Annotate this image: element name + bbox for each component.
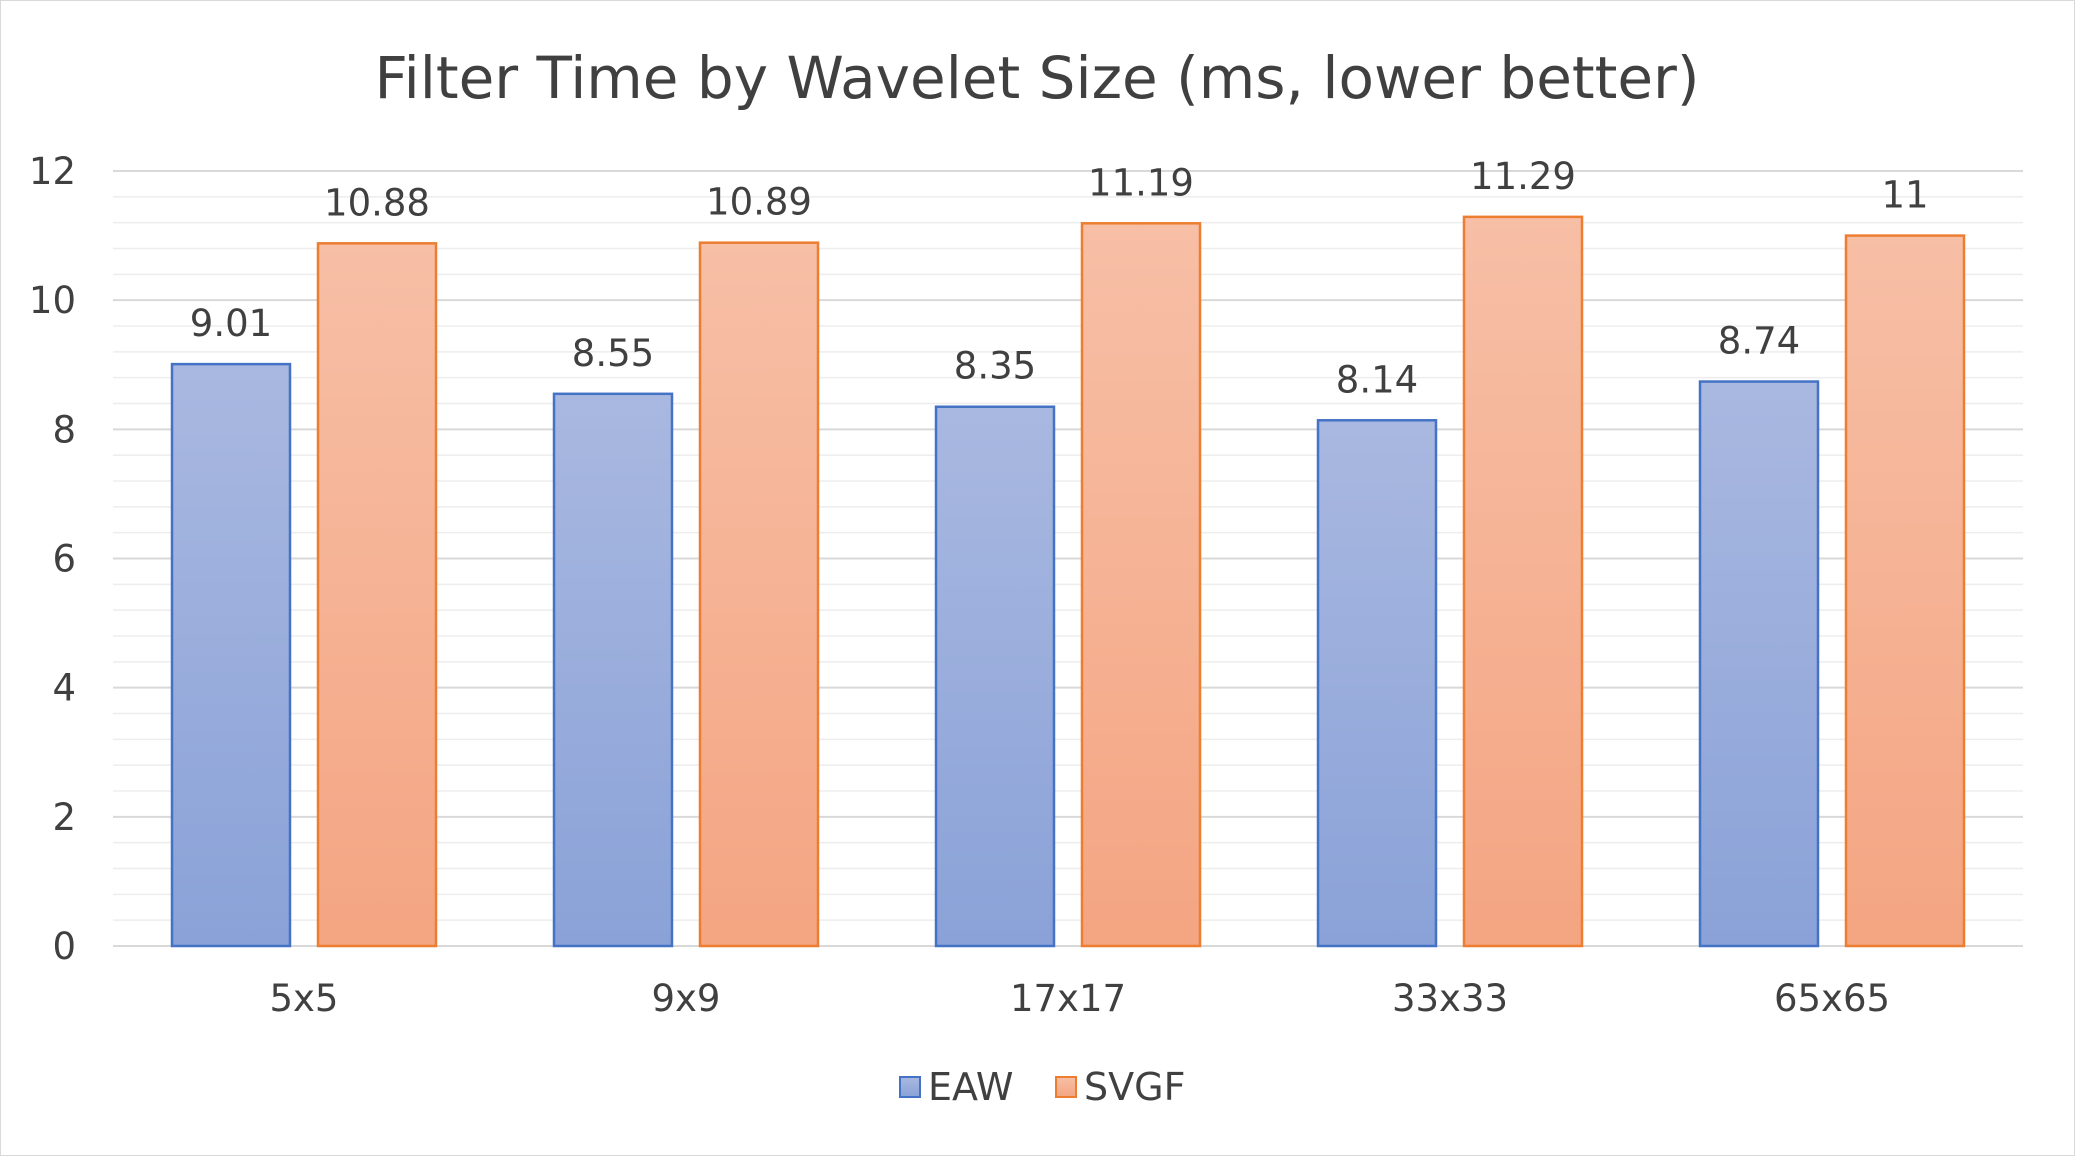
bar-eaw-9x9 <box>552 392 674 948</box>
y-tick-label: 6 <box>52 538 76 581</box>
data-label-eaw-33x33: 8.14 <box>1336 358 1418 401</box>
y-tick-label: 4 <box>52 667 76 710</box>
legend-label-eaw: EAW <box>928 1065 1014 1109</box>
data-label-svgf-33x33: 11.29 <box>1470 155 1576 198</box>
bar-svgf-33x33 <box>1462 215 1584 948</box>
bar-svgf-17x17 <box>1080 222 1202 948</box>
bar-eaw-33x33 <box>1316 419 1438 948</box>
bar-svgf-9x9 <box>698 241 820 948</box>
chart-title: Filter Time by Wavelet Size (ms, lower b… <box>374 44 1699 112</box>
x-axis-ticks: 5x5 9x9 17x17 33x33 65x65 <box>270 977 1891 1020</box>
y-tick-label: 10 <box>29 279 76 322</box>
bars <box>170 215 1966 948</box>
bar-eaw-65x65 <box>1698 380 1820 948</box>
legend: EAW SVGF <box>899 1065 1185 1109</box>
data-label-eaw-5x5: 9.01 <box>190 302 272 345</box>
legend-swatch-eaw <box>899 1076 921 1098</box>
legend-label-svgf: SVGF <box>1084 1065 1185 1109</box>
x-tick-label: 17x17 <box>1010 977 1126 1020</box>
x-tick-label: 33x33 <box>1392 977 1508 1020</box>
bar-svgf-65x65 <box>1844 234 1966 948</box>
data-label-eaw-17x17: 8.35 <box>954 345 1036 388</box>
y-tick-label: 0 <box>52 925 76 968</box>
data-labels: 9.01 10.88 8.55 10.89 8.35 11.19 8.14 11.29 8.74… <box>190 155 1929 401</box>
data-label-eaw-65x65: 8.74 <box>1718 320 1800 363</box>
legend-swatch-svgf <box>1055 1076 1077 1098</box>
x-tick-label: 5x5 <box>270 977 339 1020</box>
y-tick-label: 2 <box>52 796 76 839</box>
x-tick-label: 65x65 <box>1774 977 1890 1020</box>
bar-svgf-5x5 <box>316 242 438 948</box>
data-label-eaw-9x9: 8.55 <box>572 332 654 375</box>
y-axis-ticks: 0 2 4 6 8 10 12 <box>29 150 76 968</box>
y-tick-label: 8 <box>52 408 76 451</box>
data-label-svgf-9x9: 10.89 <box>706 181 812 224</box>
x-tick-label: 9x9 <box>652 977 721 1020</box>
y-tick-label: 12 <box>29 150 76 193</box>
bar-eaw-5x5 <box>170 362 292 948</box>
data-label-svgf-17x17: 11.19 <box>1088 161 1194 204</box>
data-label-svgf-5x5: 10.88 <box>324 181 430 224</box>
bar-eaw-17x17 <box>934 405 1056 948</box>
data-label-svgf-65x65: 11 <box>1881 174 1928 217</box>
